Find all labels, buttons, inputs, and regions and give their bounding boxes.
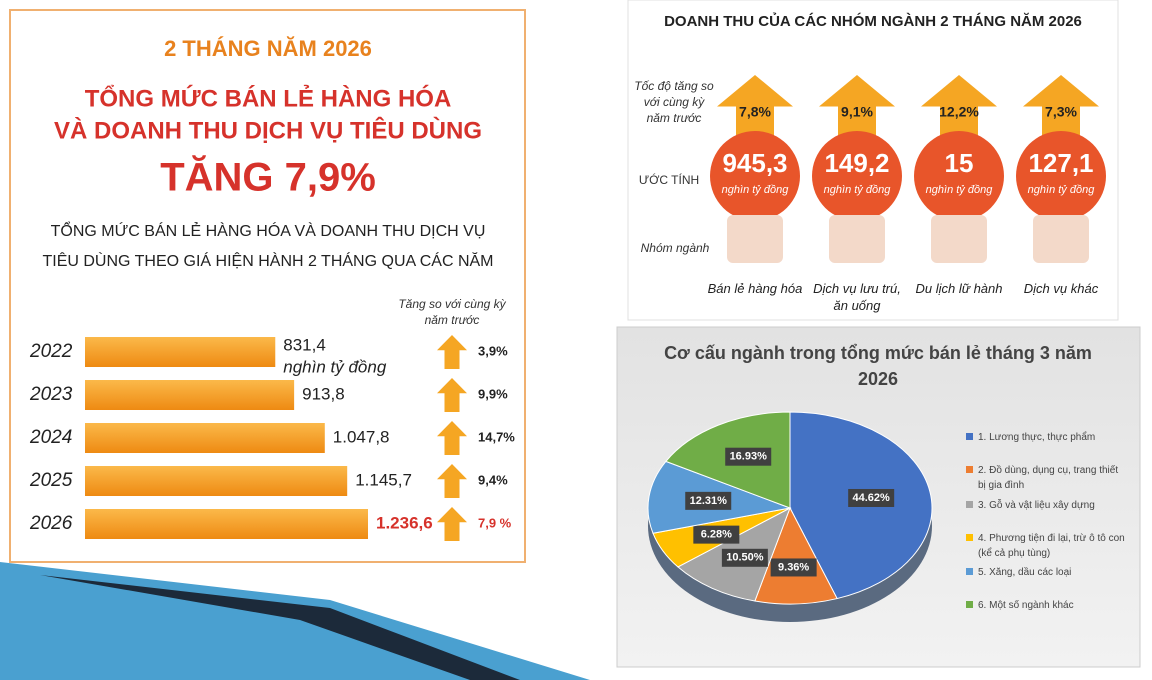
unit-label: nghìn tỷ đồng [283, 357, 387, 376]
value-label: 1.047,8 [333, 427, 390, 446]
growth-label: 7,9 % [478, 515, 512, 530]
legend-label: 6. Một số ngành khác [978, 600, 1074, 611]
legend-label: 3. Gỗ và vật liệu xây dựng [978, 500, 1095, 511]
value-circle [914, 131, 1004, 221]
bar [85, 423, 325, 453]
growth-label: 9,1% [841, 104, 873, 120]
value-label: 945,3 [722, 148, 787, 178]
growth-label: 12,2% [939, 104, 979, 120]
value-circle [710, 131, 800, 221]
legend-swatch [966, 501, 973, 508]
value-label: 10.50% [726, 552, 764, 564]
category-label: Du lịch lữ hành [915, 281, 1003, 296]
label-box [770, 558, 817, 577]
value-label: 9.36% [778, 561, 809, 573]
growth-arrow [717, 75, 793, 145]
growth-arrow [437, 464, 467, 498]
growth-arrow [437, 378, 467, 412]
title-line: VÀ DOANH THU DỊCH VỤ TIÊU DÙNG [54, 116, 482, 144]
label-box [693, 525, 740, 544]
growth-label: 14,7% [478, 429, 515, 444]
label-box [848, 488, 895, 507]
legend-label: 4. Phương tiện đi lại, trừ ô tô con (kể … [978, 533, 1125, 559]
label-box [721, 548, 768, 567]
legend-label: 2. Đồ dùng, dụng cụ, trang thiết bị gia … [978, 465, 1119, 491]
value-label: 44.62% [853, 492, 891, 504]
value-label: 1.145,7 [355, 470, 412, 489]
value-label: 149,2 [824, 148, 889, 178]
year-label: 2022 [29, 341, 73, 362]
value-circle [1016, 131, 1106, 221]
value-label: 913,8 [302, 384, 345, 403]
row-label: ƯỚC TÍNH [638, 173, 700, 187]
category-label: Bán lẻ hàng hóa [707, 281, 803, 296]
value-label: 831,4 [283, 335, 326, 354]
value-label: 12.31% [690, 495, 728, 507]
icon [829, 215, 885, 263]
title-line: TỔNG MỨC BÁN LẺ HÀNG HÓA [85, 83, 452, 112]
label-box [725, 447, 772, 466]
decor-stripe-dark [40, 575, 520, 680]
growth-label: 7,8% [739, 104, 771, 120]
bar [85, 337, 276, 367]
unit-label: nghìn tỷ đồng [824, 184, 892, 196]
growth-header: Tăng so với cùng kỳ năm trước [398, 297, 506, 327]
growth-arrow [437, 421, 467, 455]
category-label: Dịch vụ lưu trú, ăn uống [813, 281, 901, 313]
bar [85, 466, 348, 496]
growth-arrow [437, 507, 467, 541]
title: Cơ cấu ngành trong tổng mức bán lẻ tháng… [664, 343, 1092, 389]
legend-swatch [966, 568, 973, 575]
growth-arrow [437, 335, 467, 369]
unit-label: nghìn tỷ đồng [722, 184, 790, 196]
year-label: 2023 [29, 384, 73, 405]
value-label: 16.93% [730, 451, 768, 463]
icon [931, 215, 987, 263]
legend-swatch [966, 534, 973, 541]
growth-arrow [1023, 75, 1099, 145]
legend-label: 1. Lương thực, thực phẩm [978, 432, 1096, 443]
icon [727, 215, 783, 263]
legend-swatch [966, 601, 973, 608]
category-label: Dịch vụ khác [1023, 281, 1099, 296]
legend-swatch [966, 466, 973, 473]
value-label: 6.28% [701, 529, 732, 541]
growth-label: 7,3% [1045, 104, 1077, 120]
subtitle-line: TIÊU DÙNG THEO GIÁ HIỆN HÀNH 2 THÁNG QUA… [42, 251, 493, 270]
icon [1033, 215, 1089, 263]
value-circle [812, 131, 902, 221]
growth-label: 3,9% [478, 343, 508, 358]
title-line: TĂNG 7,9% [160, 155, 376, 200]
title: DOANH THU CỦA CÁC NHÓM NGÀNH 2 THÁNG NĂM… [664, 12, 1082, 30]
pie-slice [754, 506, 838, 605]
unit-label: nghìn tỷ đồng [1028, 184, 1096, 196]
value-label: 15 [945, 148, 974, 178]
subtitle-line: TỔNG MỨC BÁN LẺ HÀNG HÓA VÀ DOANH THU DỊ… [51, 221, 486, 240]
title-line: 2 THÁNG NĂM 2026 [164, 36, 372, 61]
growth-arrow [921, 75, 997, 145]
unit-label: nghìn tỷ đồng [926, 184, 994, 196]
legend-swatch [966, 433, 973, 440]
row-label: Tốc độ tăng so với cùng kỳ năm trước [634, 79, 714, 125]
value-label: 127,1 [1028, 148, 1093, 178]
year-label: 2024 [29, 427, 72, 448]
bar [85, 380, 295, 410]
growth-label: 9,4% [478, 472, 508, 487]
bar [85, 509, 368, 539]
year-label: 2025 [29, 470, 73, 491]
value-label: 1.236,6 [376, 513, 433, 532]
year-label: 2026 [29, 513, 73, 534]
label-box [685, 491, 732, 510]
legend-label: 5. Xăng, dầu các loại [978, 567, 1072, 578]
growth-arrow [819, 75, 895, 145]
decor-stripe [0, 562, 590, 680]
row-label: Nhóm ngành [640, 241, 710, 255]
growth-label: 9,9% [478, 386, 508, 401]
